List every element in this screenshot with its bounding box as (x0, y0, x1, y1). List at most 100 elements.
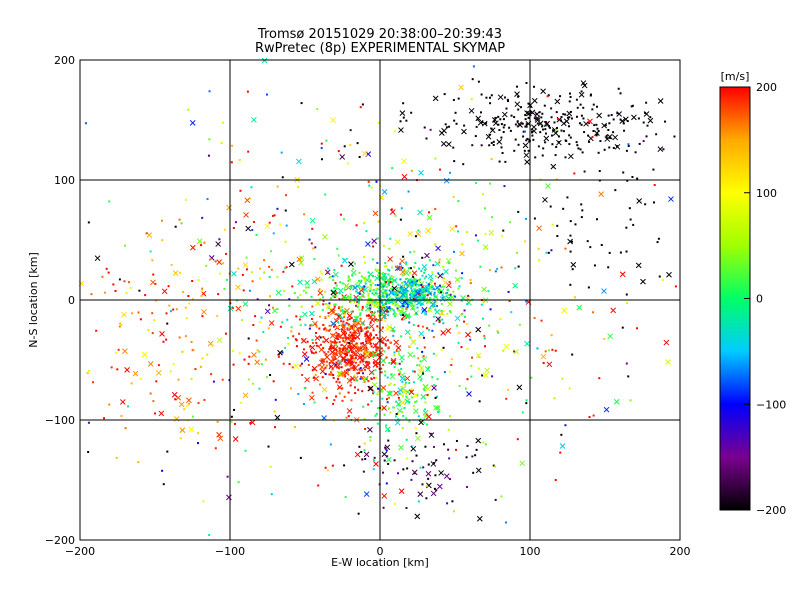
scatter-point (270, 250, 273, 253)
scatter-point (452, 99, 455, 102)
scatter-point (169, 370, 172, 373)
scatter-point (381, 390, 384, 393)
scatter-point (484, 345, 487, 348)
scatter-point (294, 426, 297, 429)
scatter-point (315, 325, 318, 328)
scatter-point (383, 459, 386, 462)
scatter-point (489, 102, 492, 105)
scatter-point (272, 380, 275, 383)
scatter-point (440, 309, 443, 312)
scatter-point (432, 303, 435, 306)
scatter-point (452, 290, 455, 293)
scatter-cross (484, 367, 491, 374)
scatter-point (415, 289, 418, 292)
scatter-point (629, 218, 632, 221)
scatter-point (625, 362, 628, 365)
scatter-point (307, 363, 310, 366)
scatter-point (514, 267, 517, 270)
scatter-point (360, 450, 363, 453)
scatter-point (223, 228, 226, 231)
scatter-point (356, 372, 359, 375)
scatter-cross (346, 312, 353, 319)
scatter-point (139, 378, 142, 381)
scatter-point (351, 310, 354, 313)
scatter-cross (477, 119, 484, 126)
scatter-point (496, 267, 499, 270)
scatter-point (506, 388, 509, 391)
scatter-point (118, 322, 121, 325)
scatter-point (166, 450, 169, 453)
scatter-point (424, 313, 427, 316)
scatter-point (331, 341, 334, 344)
scatter-point (339, 306, 342, 309)
scatter-point (542, 361, 545, 364)
scatter-point (350, 310, 353, 313)
scatter-point (332, 279, 335, 282)
scatter-point (478, 356, 481, 359)
scatter-point (397, 353, 400, 356)
scatter-point (319, 298, 322, 301)
scatter-point (411, 460, 414, 463)
scatter-point (357, 279, 360, 282)
scatter-point (421, 325, 424, 328)
scatter-cross (361, 344, 368, 351)
scatter-point (559, 119, 562, 122)
scatter-point (305, 291, 308, 294)
scatter-point (449, 370, 452, 373)
scatter-cross (421, 307, 428, 313)
scatter-point (325, 139, 328, 142)
scatter-point (312, 352, 315, 355)
scatter-point (358, 354, 361, 357)
scatter-cross (466, 391, 472, 397)
scatter-point (381, 471, 384, 474)
scatter-point (380, 371, 383, 374)
scatter-point (391, 287, 394, 290)
scatter-point (359, 369, 362, 372)
scatter-point (88, 369, 91, 372)
scatter-cross (581, 82, 588, 89)
scatter-point (313, 401, 316, 404)
scatter-cross (396, 265, 403, 271)
scatter-point (405, 390, 408, 393)
scatter-point (396, 289, 399, 292)
scatter-point (241, 273, 244, 276)
scatter-point (363, 285, 366, 288)
scatter-cross (352, 365, 359, 371)
scatter-point (327, 315, 330, 318)
scatter-point (355, 224, 358, 227)
scatter-point (541, 154, 544, 157)
scatter-cross (179, 427, 186, 433)
scatter-point (638, 142, 641, 145)
scatter-point (417, 267, 420, 270)
scatter-cross (235, 305, 242, 312)
scatter-point (357, 302, 360, 305)
scatter-point (564, 424, 567, 427)
scatter-point (547, 125, 550, 128)
scatter-cross (559, 443, 566, 449)
scatter-cross (568, 153, 574, 160)
scatter-point (362, 323, 365, 326)
scatter-cross (613, 398, 620, 405)
scatter-cross (657, 98, 664, 104)
scatter-point (332, 347, 335, 350)
scatter-point (297, 392, 300, 395)
scatter-point (433, 487, 436, 490)
scatter-point (397, 368, 400, 371)
scatter-point (390, 391, 393, 394)
scatter-point (335, 348, 338, 351)
scatter-point (383, 350, 386, 353)
scatter-point (490, 141, 493, 144)
scatter-point (387, 282, 390, 285)
scatter-point (344, 364, 347, 367)
scatter-point (347, 351, 350, 354)
scatter-point (367, 314, 370, 317)
scatter-point (355, 290, 358, 293)
scatter-point (569, 283, 572, 286)
scatter-cross (468, 107, 475, 114)
scatter-point (325, 396, 328, 399)
scatter-cross (496, 138, 503, 145)
scatter-point (485, 122, 488, 125)
scatter-cross (430, 461, 437, 467)
scatter-cross (424, 366, 431, 372)
scatter-point (632, 223, 635, 226)
